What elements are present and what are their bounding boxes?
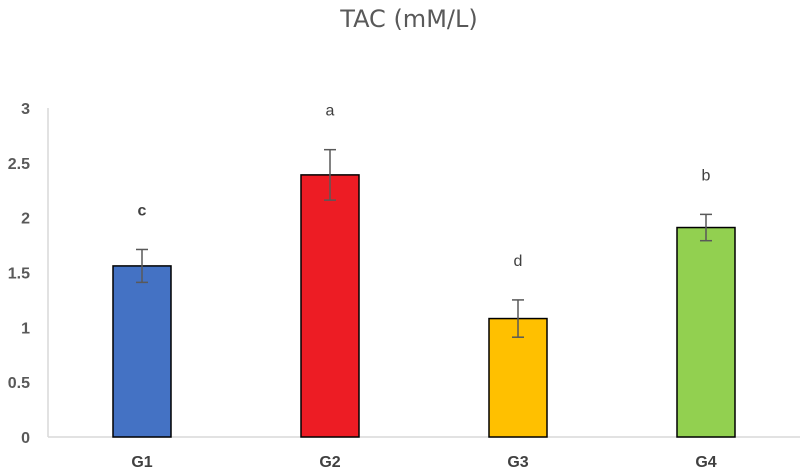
- significance-labels-group: c a d b: [138, 103, 711, 270]
- y-tick-label: 0: [21, 430, 30, 447]
- y-tick-label: 2.5: [8, 156, 30, 173]
- y-tick-label: 1.5: [8, 266, 30, 283]
- x-tick-label: G1: [131, 454, 152, 471]
- y-tick-label: 2: [21, 211, 30, 228]
- significance-label: b: [702, 167, 711, 184]
- bars-group: [112, 174, 736, 438]
- x-tick-label: G4: [695, 454, 716, 471]
- x-axis: G1 G2 G3 G4: [48, 436, 800, 471]
- significance-label: a: [326, 103, 335, 120]
- x-tick-label: G3: [507, 454, 528, 471]
- y-tick-label: 3: [21, 101, 30, 118]
- y-axis: 0 0.5 1 1.5 2 2.5 3: [8, 101, 49, 447]
- bar: [676, 226, 736, 438]
- bar: [488, 317, 548, 438]
- significance-label: c: [138, 202, 147, 219]
- chart-title: TAC (mM/L): [339, 5, 477, 33]
- significance-label: d: [514, 253, 523, 270]
- y-tick-label: 1: [21, 320, 30, 337]
- bar: [112, 265, 172, 438]
- y-tick-label: 0.5: [8, 375, 30, 392]
- error-bars-group: [136, 148, 712, 338]
- x-tick-label: G2: [319, 454, 340, 471]
- bar: [300, 174, 360, 438]
